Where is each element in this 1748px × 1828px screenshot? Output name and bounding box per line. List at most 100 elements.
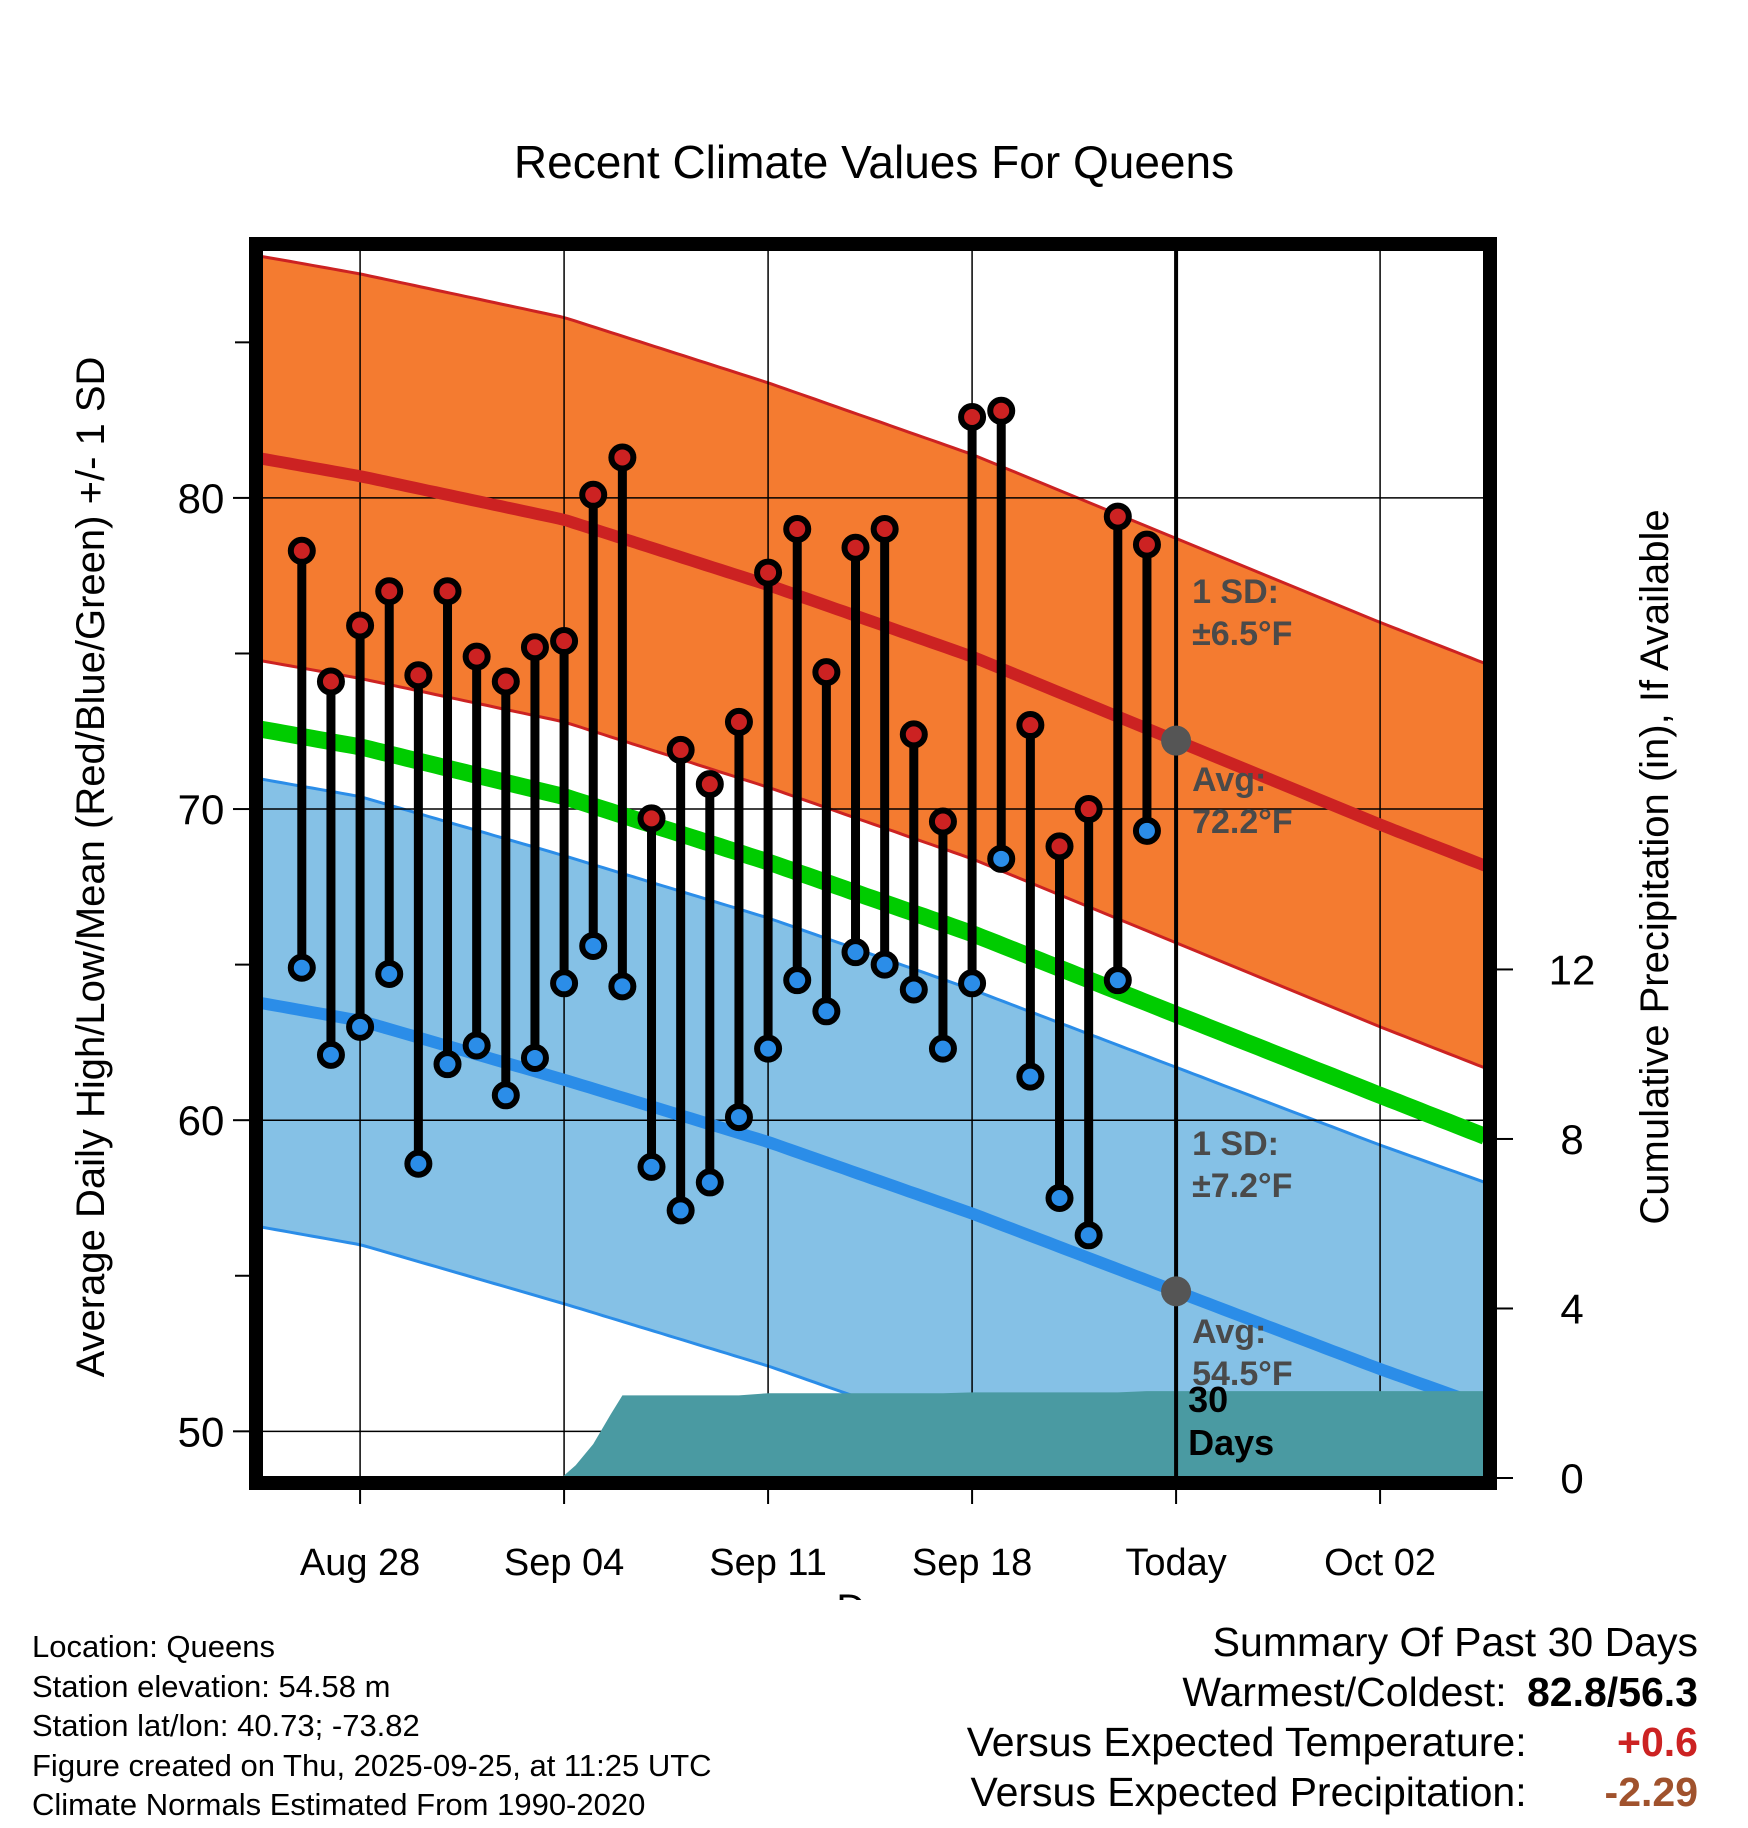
days-label-text: Days <box>1188 1422 1274 1463</box>
precip-value: -2.29 <box>1604 1769 1698 1815</box>
warmest-value: 82.8 <box>1526 1669 1607 1715</box>
summary-title: Summary Of Past 30 Days <box>1212 1619 1698 1665</box>
daily-high-point <box>987 396 1016 425</box>
daily-high-point <box>579 480 608 509</box>
y2-axis-label: Cumulative Precipitation (in), If Availa… <box>1633 509 1677 1224</box>
high-sd-lower-line <box>261 659 1485 1070</box>
daily-high-point <box>433 577 462 606</box>
daily-low-point <box>724 1103 753 1132</box>
high-sd-upper-line <box>261 254 1485 665</box>
x-tick-label: Sep 11 <box>709 1542 827 1584</box>
daily-low-point <box>1016 1062 1045 1091</box>
daily-high-point <box>346 611 375 640</box>
daily-low-point <box>958 969 987 998</box>
y2-tick-label: 8 <box>1560 1116 1583 1163</box>
low-sd-upper-line <box>261 777 1485 1184</box>
daily-high-point <box>958 403 987 432</box>
x-tick-label: Sep 04 <box>504 1542 624 1584</box>
daily-low-point <box>316 1040 345 1069</box>
daily-high-point <box>316 667 345 696</box>
warm-cold-label: Warmest/Coldest: <box>1182 1669 1507 1715</box>
daily-low-point <box>695 1168 724 1197</box>
daily-high-point <box>1074 795 1103 824</box>
daily-high-point <box>783 515 812 544</box>
daily-high-point <box>870 515 899 544</box>
today-low-avg-marker <box>1161 1276 1192 1307</box>
high-sd-value: ±6.5°F <box>1192 615 1292 653</box>
y-tick-label: 50 <box>178 1408 225 1455</box>
daily-high-point <box>899 720 928 749</box>
y2-tick-label: 4 <box>1560 1285 1583 1332</box>
y2-tick-label: 0 <box>1560 1455 1583 1502</box>
latlon-text: Station lat/lon: 40.73; -73.82 <box>32 1708 420 1743</box>
daily-high-point <box>404 661 433 690</box>
daily-low-point <box>987 844 1016 873</box>
x-tick-label: Today <box>1125 1542 1226 1584</box>
x-tick-label: Aug 28 <box>300 1542 420 1584</box>
daily-high-point <box>695 770 724 799</box>
climate-chart: Recent Climate Values For Queens 1 SD: ±6… <box>69 136 1677 1600</box>
low-avg-value: 54.5°F <box>1192 1355 1293 1393</box>
days-label-number: 30 <box>1188 1379 1228 1420</box>
daily-low-point <box>637 1152 666 1181</box>
high-sd-band <box>261 256 1485 1068</box>
temp-label: Versus Expected Temperature: <box>966 1719 1527 1765</box>
daily-low-point <box>520 1043 549 1072</box>
daily-high-point <box>1132 530 1161 559</box>
daily-high-point <box>812 658 841 687</box>
normal-mean-line <box>261 720 1485 1145</box>
plot-area: 1 SD: ±6.5°F Avg: 72.2°F 1 SD: ±7.2°F Avg: 54.5… <box>178 237 1595 1584</box>
daily-high-point <box>491 667 520 696</box>
daily-low-point <box>433 1050 462 1079</box>
daily-low-point <box>287 953 316 982</box>
daily-low-point <box>870 950 899 979</box>
normals-text: Climate Normals Estimated From 1990-2020 <box>32 1787 646 1822</box>
daily-low-point <box>579 931 608 960</box>
low-sd-label: 1 SD: <box>1192 1125 1279 1163</box>
daily-low-point <box>1045 1183 1074 1212</box>
daily-high-point <box>550 627 579 656</box>
daily-high-point <box>1103 502 1132 531</box>
daily-low-point <box>404 1149 433 1178</box>
chart-title: Recent Climate Values For Queens <box>514 136 1234 188</box>
x-axis-label: Day <box>836 1587 907 1600</box>
daily-high-point <box>637 804 666 833</box>
daily-low-point <box>928 1034 957 1063</box>
y-tick-label: 70 <box>178 786 225 833</box>
daily-high-point <box>375 577 404 606</box>
daily-high-point <box>462 642 491 671</box>
daily-high-point <box>287 536 316 565</box>
daily-high-point <box>608 443 637 472</box>
daily-low-point <box>1074 1221 1103 1250</box>
daily-high-point <box>520 633 549 662</box>
daily-low-point <box>608 972 637 1001</box>
coldest-value: 56.3 <box>1618 1669 1698 1715</box>
low-sd-value: ±7.2°F <box>1192 1167 1292 1205</box>
daily-high-point <box>724 707 753 736</box>
precip-label: Versus Expected Precipitation: <box>970 1769 1527 1815</box>
daily-low-point <box>346 1012 375 1041</box>
daily-low-point <box>666 1196 695 1225</box>
location-text: Location: Queens <box>32 1629 276 1664</box>
precip-cumulative-area <box>561 1391 1485 1478</box>
low-avg-label: Avg: <box>1192 1313 1266 1351</box>
y-tick-label: 60 <box>178 1097 225 1144</box>
daily-low-point <box>754 1034 783 1063</box>
warm-cold-values: 82.8/56.3 <box>1526 1669 1698 1715</box>
x-tick-label: Oct 02 <box>1324 1542 1436 1584</box>
normal-high-line <box>261 452 1485 872</box>
today-high-avg-marker <box>1161 725 1192 756</box>
high-avg-label: Avg: <box>1192 761 1266 799</box>
daily-high-point <box>1016 711 1045 740</box>
daily-low-point <box>550 969 579 998</box>
high-sd-label: 1 SD: <box>1192 573 1279 611</box>
daily-low-point <box>812 997 841 1026</box>
daily-high-point <box>928 807 957 836</box>
summary-warm-cold: Warmest/Coldest: 82.8/56.3 <box>967 1667 1698 1717</box>
daily-high-point <box>1045 832 1074 861</box>
station-info: Location: Queens Station elevation: 54.5… <box>32 1627 712 1825</box>
daily-low-point <box>783 966 812 995</box>
high-avg-value: 72.2°F <box>1192 803 1293 841</box>
created-text: Figure created on Thu, 2025-09-25, at 11… <box>32 1747 712 1783</box>
temp-value: +0.6 <box>1617 1719 1698 1765</box>
